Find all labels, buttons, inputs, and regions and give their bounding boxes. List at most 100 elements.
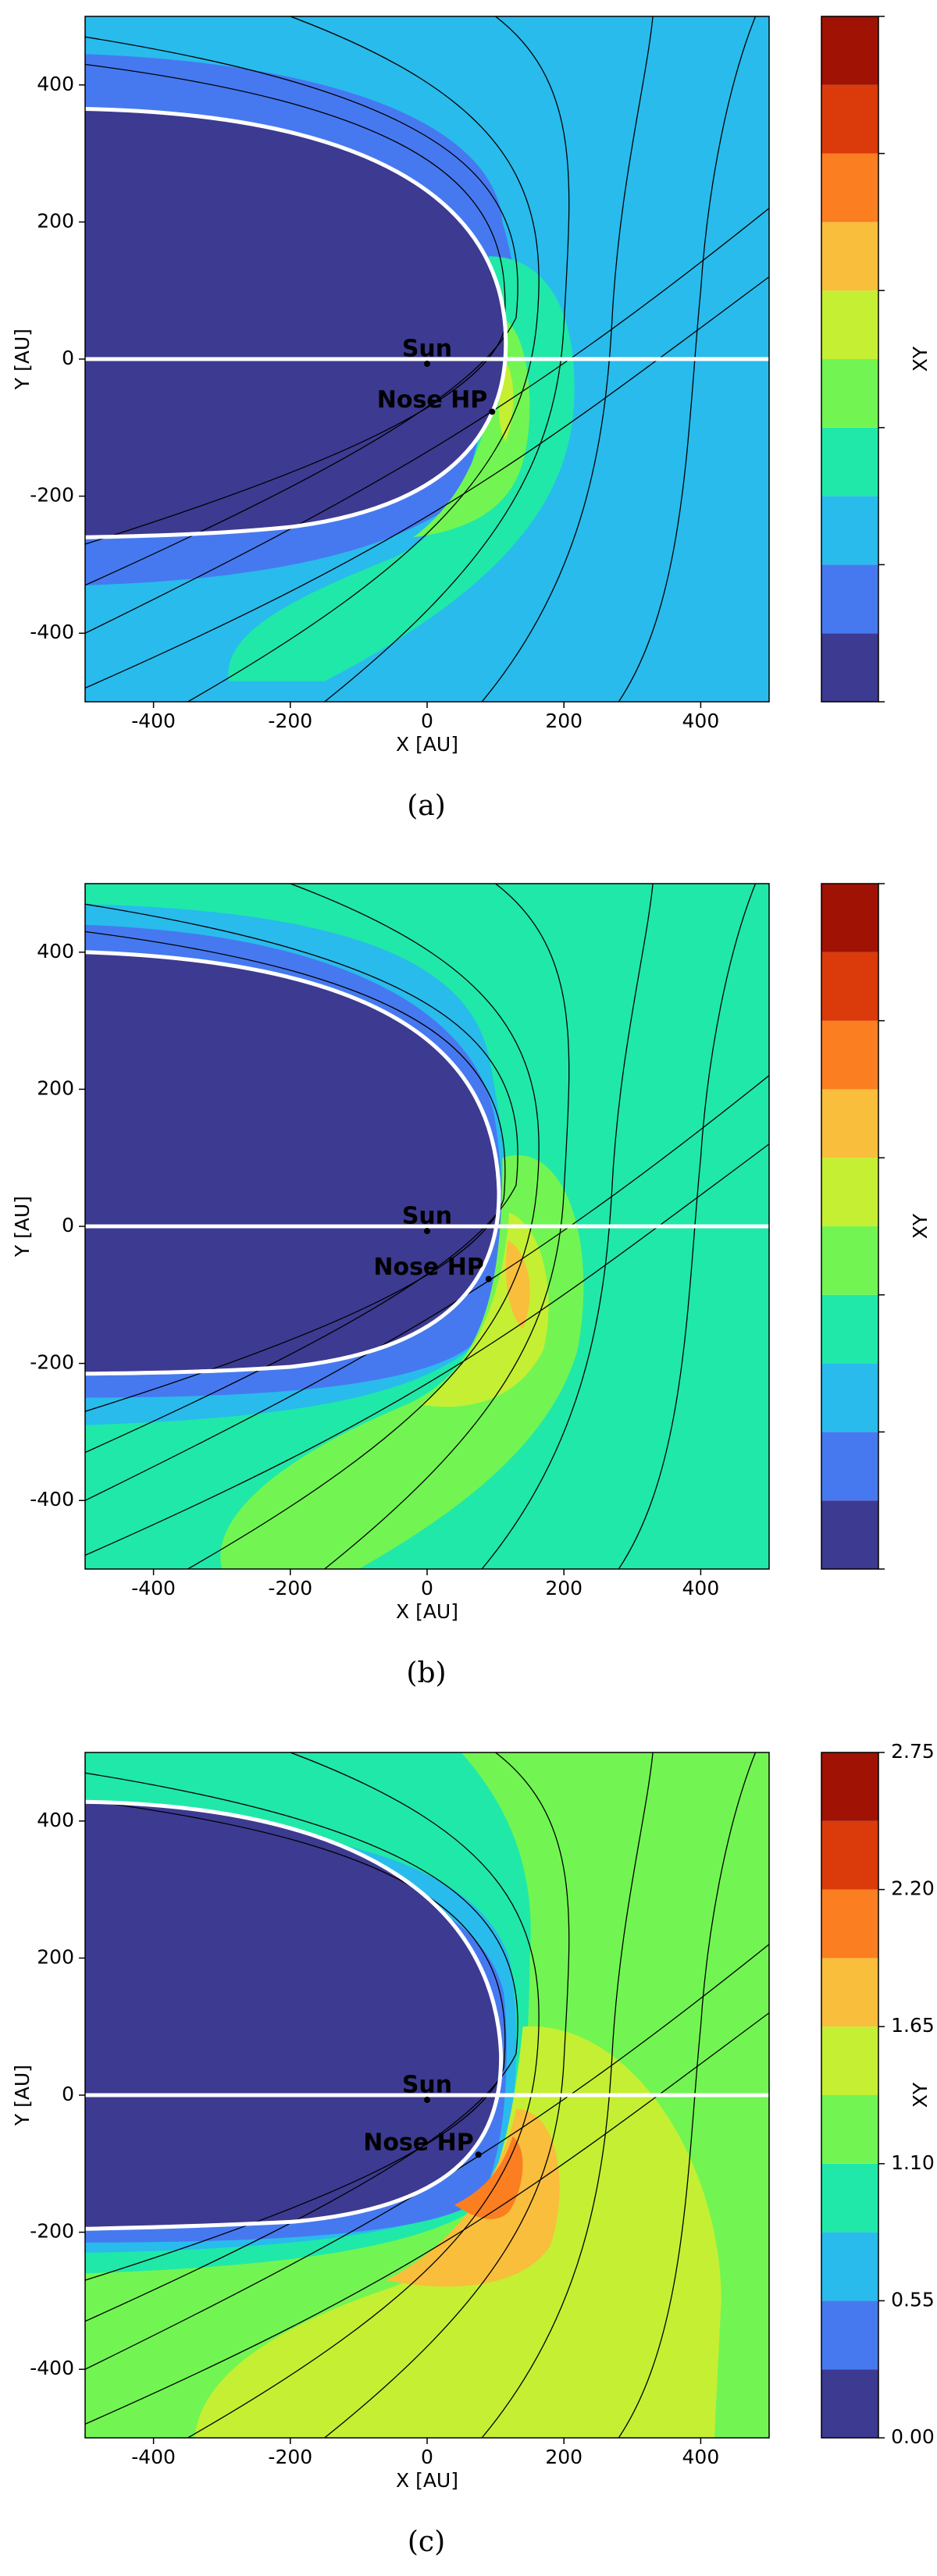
- heliopause: [85, 950, 501, 1376]
- colorbar-band: [821, 359, 878, 428]
- heliopause: [85, 107, 508, 539]
- inner-region: [85, 109, 506, 538]
- x-tick-label: 400: [682, 710, 720, 732]
- y-tick-label: -200: [30, 1351, 74, 1374]
- x-tick-label: -400: [131, 2446, 176, 2468]
- x-tick-label: -200: [268, 710, 312, 732]
- y-tick-label: -400: [30, 1488, 74, 1510]
- colorbar-band: [821, 1226, 878, 1295]
- sun-marker: [424, 361, 430, 367]
- x-tick-label: 400: [682, 1577, 720, 1599]
- x-axis-label: X [AU]: [396, 1600, 458, 1623]
- colorbar-tick-label: 1.10: [891, 2151, 935, 2174]
- colorbar-band: [821, 84, 878, 154]
- x-tick-label: 0: [421, 2446, 433, 2468]
- colorbar-frame: [821, 1752, 879, 2439]
- y-tick-label: 400: [37, 73, 74, 95]
- streamline: [481, 16, 654, 702]
- y-axis-label: Y [AU]: [11, 329, 34, 390]
- streamline: [85, 1772, 518, 2322]
- colorbar-tick-label: 1.65: [891, 2014, 935, 2037]
- streamline: [85, 1144, 769, 1556]
- colorbar-tick-label: 0.00: [891, 2425, 935, 2448]
- colorbar-band: [821, 1363, 878, 1432]
- streamline: [85, 1075, 769, 1501]
- streamline: [324, 884, 570, 1569]
- streamline: [187, 1752, 540, 2438]
- streamline: [85, 930, 506, 1412]
- colorbar-frame: [821, 16, 879, 703]
- colorbar-tick-label: 2.20: [891, 1877, 935, 1900]
- y-tick-label: 400: [37, 940, 74, 962]
- streamline: [618, 16, 757, 702]
- y-tick-label: 400: [37, 1809, 74, 1831]
- colorbar-band: [821, 1294, 878, 1364]
- y-axis-label: Y [AU]: [11, 1196, 34, 1258]
- colorbar-label: XY: [909, 1213, 932, 1239]
- colorbar-band: [821, 1958, 878, 2027]
- colorbar-band: [821, 290, 878, 359]
- streamline: [85, 1799, 506, 2281]
- x-tick-label: -400: [131, 710, 176, 732]
- y-tick-label: 0: [62, 2083, 74, 2105]
- colorbar-band: [821, 16, 878, 85]
- colorbar-label: XY: [909, 2082, 932, 2108]
- plot-area: [85, 884, 769, 1569]
- nose-marker: [485, 1276, 492, 1283]
- annotation: Sun: [402, 2072, 452, 2099]
- colorbar-band: [821, 1089, 878, 1158]
- heliopause: [85, 1799, 504, 2231]
- annotation: Nose HP: [373, 1254, 483, 1281]
- plot-area: [85, 1752, 769, 2438]
- colorbar-tick-label: 2.75: [891, 1740, 935, 1763]
- colorbar-band: [821, 2163, 878, 2233]
- streamline: [187, 16, 540, 702]
- x-tick-label: -200: [268, 1577, 312, 1599]
- colorbar-band: [821, 2369, 878, 2438]
- colorbar-band: [821, 2232, 878, 2301]
- streamline: [324, 1752, 570, 2438]
- x-axis-label: X [AU]: [396, 733, 458, 756]
- colorbar-band: [821, 1020, 878, 1090]
- x-axis-label: X [AU]: [396, 2469, 458, 2492]
- colorbar-band: [821, 1432, 878, 1501]
- streamline: [324, 16, 570, 702]
- colorbar-band: [821, 633, 878, 702]
- streamline: [481, 884, 654, 1569]
- inner-region: [85, 1802, 501, 2229]
- y-tick-label: -200: [30, 484, 74, 507]
- contour-region: [505, 1240, 530, 1329]
- x-tick-label: 200: [545, 1577, 583, 1599]
- streamline: [85, 903, 518, 1453]
- contour-region: [220, 1155, 584, 1569]
- y-axis-label: Y [AU]: [11, 2065, 34, 2126]
- contour-region: [454, 2136, 523, 2219]
- annotation: Nose HP: [363, 2129, 473, 2157]
- y-tick-label: 0: [62, 1214, 74, 1236]
- streamline: [85, 36, 518, 586]
- colorbar-band: [821, 1500, 878, 1569]
- colorbar-band: [821, 427, 878, 496]
- colorbar-band: [821, 2095, 878, 2164]
- caption: (a): [407, 790, 446, 822]
- colorbar-band: [821, 1820, 878, 1890]
- x-tick-label: 200: [545, 2446, 583, 2468]
- x-tick-label: -400: [131, 1577, 176, 1599]
- annotation: Sun: [402, 1203, 452, 1230]
- streamline: [481, 1752, 654, 2438]
- inner-region: [85, 952, 500, 1374]
- colorbar-band: [821, 1752, 878, 1821]
- x-tick-label: 200: [545, 710, 583, 732]
- streamline: [618, 884, 757, 1569]
- streamline: [85, 276, 769, 688]
- annotation: Nose HP: [377, 386, 487, 414]
- y-tick-label: -200: [30, 2220, 74, 2243]
- colorbar-band: [821, 2026, 878, 2095]
- y-tick-label: -400: [30, 2357, 74, 2379]
- colorbar-band: [821, 496, 878, 565]
- caption: (c): [408, 2526, 445, 2558]
- y-tick-label: 200: [37, 1076, 74, 1099]
- plot-area: [85, 16, 769, 702]
- sun-marker: [424, 2097, 430, 2103]
